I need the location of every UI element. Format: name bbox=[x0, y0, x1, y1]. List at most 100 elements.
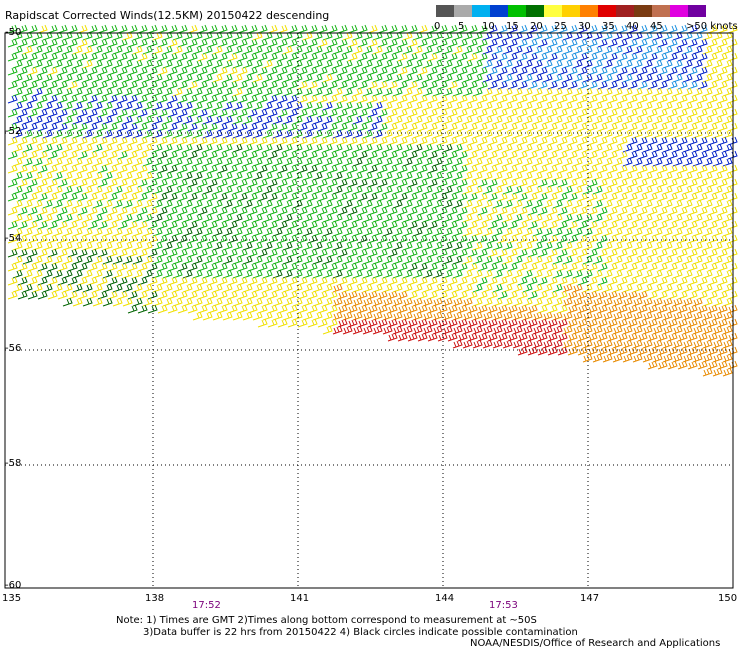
wind-barb bbox=[572, 87, 583, 97]
wind-barb bbox=[597, 38, 608, 48]
wind-barb bbox=[332, 325, 343, 335]
wind-barb bbox=[132, 241, 143, 251]
wind-barb bbox=[87, 192, 98, 202]
wind-barb bbox=[662, 297, 673, 307]
wind-barb bbox=[517, 332, 528, 342]
wind-barb bbox=[572, 31, 583, 41]
wind-barb bbox=[657, 136, 668, 146]
wind-barb bbox=[262, 241, 273, 251]
wind-barb bbox=[317, 108, 328, 118]
wind-barb bbox=[482, 339, 493, 349]
wind-barb bbox=[122, 185, 133, 195]
wind-barb bbox=[42, 283, 53, 293]
wind-barb bbox=[67, 108, 78, 118]
wind-barb bbox=[372, 241, 383, 251]
wind-barb bbox=[702, 227, 713, 237]
wind-barb bbox=[187, 24, 198, 34]
wind-barb bbox=[27, 262, 38, 272]
wind-barb bbox=[707, 318, 718, 328]
wind-barb bbox=[242, 115, 253, 125]
wind-barb bbox=[67, 38, 78, 48]
wind-barb bbox=[302, 31, 313, 41]
wind-barb bbox=[482, 227, 493, 237]
wind-barb bbox=[287, 206, 298, 216]
wind-barb bbox=[217, 122, 228, 132]
wind-barb bbox=[357, 66, 368, 76]
wind-barb bbox=[657, 262, 668, 272]
wind-barb bbox=[507, 220, 518, 230]
wind-barb bbox=[7, 80, 18, 90]
wind-barb bbox=[212, 73, 223, 83]
wind-barb bbox=[472, 87, 483, 97]
wind-barb bbox=[712, 87, 723, 97]
wind-barb bbox=[377, 150, 388, 160]
wind-barb bbox=[517, 80, 528, 90]
wind-barb bbox=[12, 143, 23, 153]
wind-barb bbox=[7, 38, 18, 48]
wind-barb bbox=[657, 234, 668, 244]
wind-barb bbox=[172, 199, 183, 209]
wind-barb bbox=[87, 108, 98, 118]
wind-barb bbox=[477, 164, 488, 174]
wind-barb bbox=[547, 66, 558, 76]
wind-barb bbox=[392, 171, 403, 181]
wind-barb bbox=[177, 66, 188, 76]
wind-barb bbox=[587, 220, 598, 230]
wind-barb bbox=[527, 206, 538, 216]
wind-barb bbox=[652, 157, 663, 167]
wind-barb bbox=[597, 80, 608, 90]
wind-barb bbox=[557, 262, 568, 272]
wind-barb bbox=[447, 66, 458, 76]
wind-barb bbox=[97, 262, 108, 272]
wind-barb bbox=[322, 283, 333, 293]
wind-barb bbox=[297, 52, 308, 62]
wind-barb bbox=[197, 24, 208, 34]
wind-barb bbox=[712, 339, 723, 349]
wind-barb bbox=[482, 325, 493, 335]
wind-barb bbox=[482, 157, 493, 167]
wind-barb bbox=[192, 255, 203, 265]
wind-barb bbox=[47, 136, 58, 146]
wind-barb bbox=[282, 255, 293, 265]
wind-barb bbox=[712, 311, 723, 321]
wind-barb bbox=[162, 199, 173, 209]
wind-barb bbox=[422, 171, 433, 181]
wind-barb bbox=[692, 157, 703, 167]
wind-barb bbox=[662, 157, 673, 167]
legend-swatch bbox=[670, 5, 688, 17]
wind-barb bbox=[217, 178, 228, 188]
wind-barb bbox=[497, 52, 508, 62]
wind-barb bbox=[417, 66, 428, 76]
wind-barb bbox=[647, 108, 658, 118]
wind-barb bbox=[7, 52, 18, 62]
wind-barb bbox=[552, 115, 563, 125]
wind-barb bbox=[182, 199, 193, 209]
wind-barb bbox=[722, 143, 733, 153]
wind-barb bbox=[387, 234, 398, 244]
wind-barb bbox=[137, 136, 148, 146]
wind-barb bbox=[537, 318, 548, 328]
wind-barb bbox=[157, 24, 168, 34]
wind-barb bbox=[242, 241, 253, 251]
wind-barb bbox=[332, 129, 343, 139]
wind-barb bbox=[597, 220, 608, 230]
wind-barb bbox=[342, 101, 353, 111]
wind-barb bbox=[557, 346, 568, 356]
wind-barb bbox=[677, 220, 688, 230]
wind-barb bbox=[27, 220, 38, 230]
wind-barb bbox=[592, 325, 603, 335]
wind-barb bbox=[412, 325, 423, 335]
wind-barb bbox=[617, 192, 628, 202]
wind-barb bbox=[327, 24, 338, 34]
wind-barb bbox=[537, 206, 548, 216]
wind-barb bbox=[147, 52, 158, 62]
wind-barb bbox=[637, 80, 648, 90]
wind-barb bbox=[607, 38, 618, 48]
wind-barb bbox=[137, 150, 148, 160]
wind-barb bbox=[37, 80, 48, 90]
wind-barb bbox=[672, 311, 683, 321]
wind-barb bbox=[352, 185, 363, 195]
wind-barb bbox=[672, 269, 683, 279]
wind-barb bbox=[322, 115, 333, 125]
wind-barb bbox=[317, 262, 328, 272]
